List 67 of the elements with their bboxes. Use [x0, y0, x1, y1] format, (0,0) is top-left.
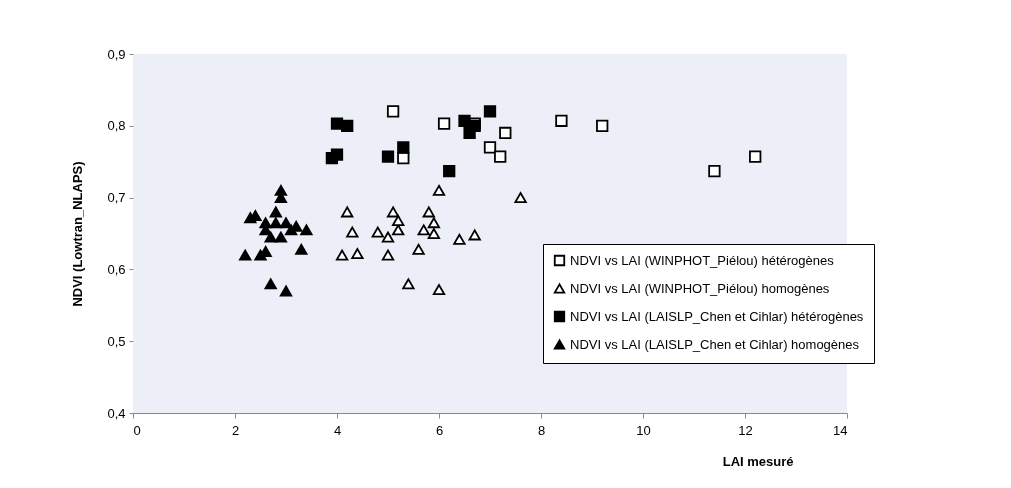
- x-axis-title: LAI mesuré: [722, 453, 794, 469]
- legend-label: NDVI vs LAI (WINPHOT_Piélou) hétérogènes: [570, 252, 835, 268]
- point: [453, 233, 466, 245]
- legend-label: NDVI vs LAI (LAISLP_Chen et Cihlar) hétérogènes: [570, 308, 864, 324]
- point: [555, 114, 568, 127]
- point: [458, 114, 471, 127]
- point: [371, 226, 384, 238]
- point: [596, 119, 609, 132]
- point: [279, 217, 293, 229]
- y-axis-title: NDVI (Lowtran_NLAPS): [70, 161, 86, 307]
- point: [437, 117, 451, 130]
- point: [381, 150, 395, 163]
- point: [330, 148, 344, 161]
- point: [494, 150, 507, 163]
- x-tick-label: 0: [133, 422, 141, 438]
- point: [402, 278, 415, 290]
- legend-label: NDVI vs LAI (WINPHOT_Piélou) homogènes: [570, 280, 830, 296]
- point: [412, 243, 425, 255]
- point: [269, 217, 282, 229]
- point: [341, 206, 354, 218]
- point: [483, 105, 497, 118]
- point: [279, 285, 293, 297]
- point: [351, 248, 364, 260]
- point: [264, 278, 277, 290]
- y-tick-label: 0,7: [107, 190, 126, 206]
- point: [346, 226, 359, 238]
- point: [514, 192, 527, 204]
- legend-label: NDVI vs LAI (LAISLP_Chen et Cihlar) homogènes: [570, 336, 860, 352]
- point: [422, 206, 435, 218]
- x-tick-label: 14: [833, 422, 848, 438]
- y-tick-label: 0,8: [107, 118, 126, 134]
- point: [483, 141, 497, 154]
- point: [432, 284, 446, 295]
- point: [274, 231, 288, 243]
- point: [392, 215, 405, 227]
- point: [300, 224, 313, 236]
- x-tick-label: 6: [435, 422, 444, 438]
- point: [295, 243, 308, 255]
- point: [386, 206, 400, 218]
- x-tick-label: 8: [537, 422, 546, 438]
- x-tick-label: 4: [333, 422, 342, 438]
- point: [427, 217, 441, 229]
- y-tick-label: 0,4: [107, 405, 126, 421]
- point: [239, 249, 252, 261]
- point: [397, 141, 410, 154]
- point: [499, 126, 512, 140]
- x-tick-label: 2: [231, 422, 240, 438]
- point: [417, 224, 430, 236]
- y-tick-label: 0,5: [107, 333, 126, 349]
- point: [274, 184, 288, 196]
- point: [749, 150, 762, 163]
- x-tick-label: 12: [738, 422, 753, 438]
- point: [427, 228, 441, 239]
- point: [381, 231, 395, 243]
- point: [335, 249, 349, 261]
- point: [381, 249, 395, 261]
- point: [269, 206, 282, 218]
- point: [386, 105, 400, 118]
- point: [264, 231, 277, 243]
- y-tick-label: 0,6: [107, 261, 126, 277]
- point: [468, 229, 481, 241]
- x-tick-label: 10: [636, 422, 651, 438]
- point: [708, 164, 721, 178]
- y-tick-label: 0,9: [107, 46, 126, 62]
- point: [341, 119, 354, 132]
- point: [432, 184, 446, 196]
- point: [443, 164, 456, 178]
